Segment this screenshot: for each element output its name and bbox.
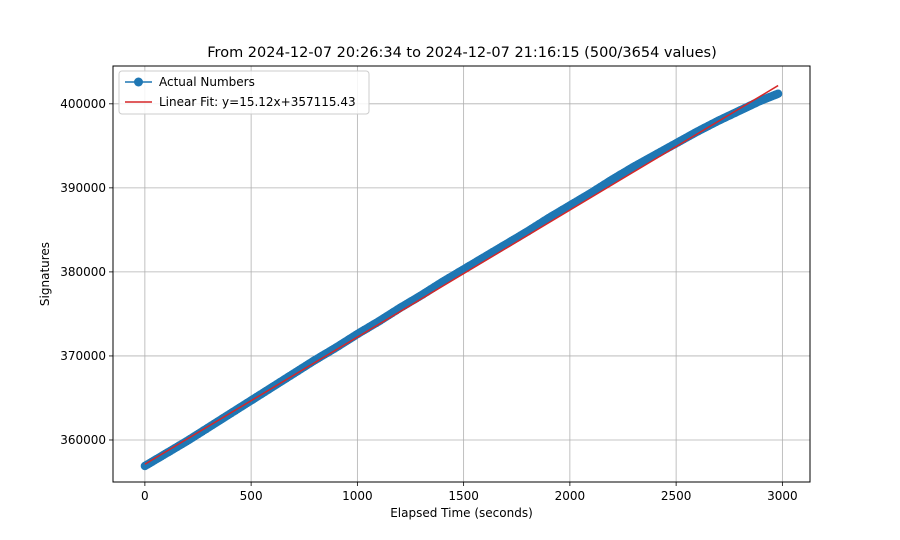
x-tick-label: 2500: [661, 489, 692, 503]
x-axis-label: Elapsed Time (seconds): [390, 506, 533, 520]
x-gridlines: [144, 66, 783, 482]
legend-label-fit: Linear Fit: y=15.12x+357115.43: [159, 95, 356, 109]
x-tick-label: 0: [141, 489, 149, 503]
legend: Actual Numbers Linear Fit: y=15.12x+3571…: [118, 70, 370, 115]
y-tick-label: 360000: [60, 433, 106, 447]
chart-title: From 2024-12-07 20:26:34 to 2024-12-07 2…: [207, 45, 716, 61]
series-layer: [140, 84, 783, 471]
x-tick-label: 1500: [448, 489, 479, 503]
x-tick-label: 1000: [342, 489, 373, 503]
plot-area: [112, 65, 811, 483]
y-tick-label: 380000: [60, 265, 106, 279]
y-axis-label: Signatures: [38, 242, 52, 306]
y-tick-label: 370000: [60, 349, 106, 363]
linear-fit-line: [144, 84, 779, 465]
y-tick-label: 390000: [60, 181, 106, 195]
plot-frame: [112, 65, 811, 483]
y-axis-ticks: 360000 370000 380000 390000 400000: [60, 97, 113, 447]
data-point: [773, 89, 783, 98]
legend-label-actual: Actual Numbers: [159, 75, 255, 89]
legend-box: [118, 70, 370, 115]
x-tick-label: 2000: [555, 489, 586, 503]
x-axis-ticks: 0 500 1000 1500 2000 2500 3000: [141, 482, 798, 503]
legend-actual-marker: [134, 77, 143, 87]
x-tick-label: 3000: [767, 489, 798, 503]
y-tick-label: 400000: [60, 97, 106, 111]
x-tick-label: 500: [240, 489, 263, 503]
